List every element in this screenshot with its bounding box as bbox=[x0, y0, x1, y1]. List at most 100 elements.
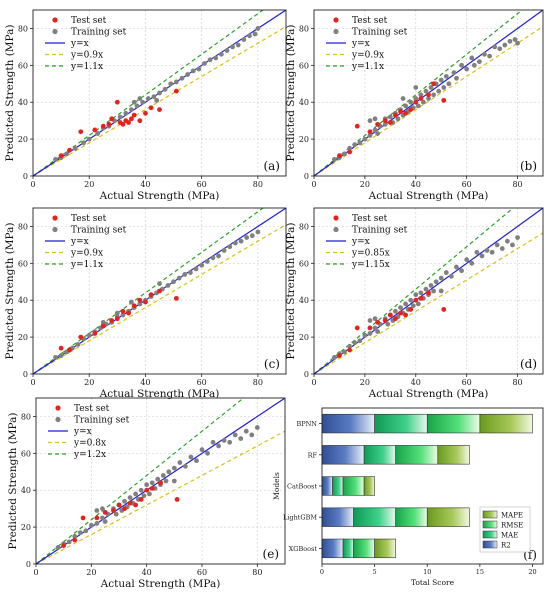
test-point bbox=[367, 129, 373, 135]
training-point bbox=[372, 316, 378, 322]
y-axis-label: Predicted Strength (MPa) bbox=[285, 223, 297, 360]
bar-xgboost-rmse bbox=[353, 538, 375, 559]
y-tick-label: 0 bbox=[23, 172, 28, 181]
bar-lightgbm-rmse bbox=[395, 507, 428, 527]
training-point bbox=[426, 96, 431, 101]
test-point bbox=[408, 107, 414, 112]
x-tick-label: 0 bbox=[30, 378, 35, 387]
training-point bbox=[179, 75, 185, 81]
legend-train-label: Training set bbox=[71, 226, 127, 236]
training-point bbox=[173, 79, 179, 85]
test-point bbox=[67, 347, 72, 353]
legend-train-label: Training set bbox=[71, 28, 127, 38]
test-point bbox=[67, 147, 72, 153]
training-point bbox=[55, 545, 61, 550]
category-label: BPNN bbox=[296, 420, 317, 428]
legend-swatch-r2 bbox=[482, 540, 498, 549]
x-tick-label: 40 bbox=[142, 568, 152, 577]
x-tick-label: 20 bbox=[360, 180, 370, 189]
test-point bbox=[148, 292, 154, 298]
panel-label: (d) bbox=[520, 357, 537, 371]
test-point bbox=[157, 107, 162, 112]
training-point bbox=[244, 235, 250, 240]
training-point bbox=[247, 33, 252, 39]
training-point bbox=[515, 235, 520, 240]
test-point bbox=[92, 331, 98, 336]
test-point bbox=[387, 312, 393, 318]
training-point bbox=[342, 151, 347, 157]
test-point bbox=[109, 116, 115, 122]
training-point bbox=[375, 131, 381, 136]
test-point bbox=[173, 295, 179, 301]
legend-identity-label: y=x bbox=[70, 39, 89, 49]
training-point bbox=[418, 290, 424, 296]
training-point bbox=[507, 38, 513, 44]
test-point bbox=[375, 319, 381, 325]
plot-frame bbox=[313, 207, 544, 375]
bar-rf-r2 bbox=[321, 445, 365, 465]
training-point bbox=[431, 92, 436, 98]
x-tick-label: 60 bbox=[197, 378, 207, 387]
test-point bbox=[131, 303, 137, 309]
training-point bbox=[367, 318, 373, 323]
plot-frame bbox=[321, 407, 544, 565]
legend-train-marker bbox=[333, 226, 339, 233]
training-point bbox=[100, 319, 106, 325]
scatter-panel-a: 0 20 40 60 80 0 20 40 60 80 Actual Strength (MPa) P… bbox=[4, 9, 287, 202]
legend-test-label: Test set bbox=[352, 214, 388, 224]
training-point bbox=[183, 463, 188, 469]
training-point bbox=[494, 242, 500, 248]
bar-xgboost-mape bbox=[374, 538, 396, 559]
test-point bbox=[174, 497, 180, 502]
y-tick-label: 60 bbox=[299, 259, 309, 268]
training-point bbox=[238, 238, 244, 244]
training-point bbox=[113, 511, 119, 517]
training-point bbox=[352, 142, 358, 148]
y-tick-label: 80 bbox=[18, 24, 28, 33]
training-point bbox=[221, 248, 227, 253]
legend-train-marker bbox=[55, 416, 61, 423]
bar-bpnn-mape bbox=[479, 413, 533, 434]
test-point bbox=[122, 506, 127, 512]
test-point bbox=[137, 118, 143, 124]
training-point bbox=[512, 37, 518, 42]
training-point bbox=[53, 157, 58, 162]
training-point bbox=[252, 31, 258, 37]
legend-test-marker bbox=[55, 405, 61, 411]
training-point bbox=[123, 110, 129, 116]
test-point bbox=[126, 310, 131, 316]
test-point bbox=[426, 290, 431, 296]
training-point bbox=[489, 249, 495, 255]
x-axis-label: Actual Strength (MPa) bbox=[99, 190, 220, 202]
training-point bbox=[154, 97, 160, 103]
training-point bbox=[194, 458, 199, 464]
training-point bbox=[408, 99, 414, 105]
test-point bbox=[441, 307, 447, 312]
training-point bbox=[235, 42, 241, 48]
training-point bbox=[393, 308, 398, 314]
legend-label-rmse: RMSE bbox=[501, 521, 523, 529]
training-point bbox=[375, 329, 381, 334]
test-point bbox=[94, 515, 100, 521]
training-point bbox=[100, 515, 105, 521]
training-point bbox=[233, 240, 238, 246]
test-point bbox=[393, 112, 398, 118]
test-point bbox=[354, 325, 360, 331]
training-point bbox=[166, 469, 172, 475]
test-point bbox=[403, 110, 408, 116]
test-point bbox=[347, 149, 353, 155]
legend-upper-label: y=1.1x bbox=[70, 260, 103, 270]
training-point bbox=[165, 283, 171, 288]
legend-identity-label: y=x bbox=[351, 39, 370, 49]
training-point bbox=[423, 286, 429, 292]
points bbox=[53, 26, 261, 162]
test-point bbox=[157, 288, 162, 294]
x-tick-label: 20 bbox=[360, 378, 370, 387]
x-axis-label: Actual Strength (MPa) bbox=[100, 578, 221, 590]
legend-train-label: Training set bbox=[352, 226, 408, 236]
training-point bbox=[474, 249, 480, 255]
training-point bbox=[232, 432, 238, 438]
legend-identity-label: y=x bbox=[70, 237, 89, 247]
test-point bbox=[133, 502, 139, 508]
training-point bbox=[72, 533, 78, 539]
